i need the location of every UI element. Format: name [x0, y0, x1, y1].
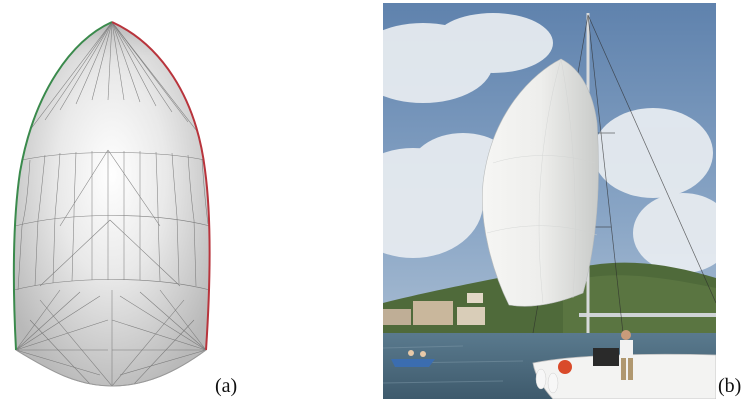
sail-mesh-icon — [12, 21, 211, 387]
sailboat-photo-icon — [383, 3, 716, 399]
fenders — [535, 368, 559, 394]
panel-a-label: (a) — [215, 375, 238, 397]
small-boat — [391, 359, 435, 367]
luff-edge — [12, 21, 113, 351]
shore-buildings — [383, 293, 485, 325]
lifebuoy — [558, 360, 572, 374]
leech-edge — [111, 21, 211, 351]
clouds — [383, 13, 716, 273]
panel-b-sailboat-photo — [383, 3, 716, 399]
sail-surface — [13, 21, 211, 387]
hatch — [593, 348, 619, 366]
rigging — [532, 14, 716, 334]
panel-b-label: (b) — [718, 375, 742, 397]
crew-member — [620, 330, 633, 380]
panel-a-sail-mesh — [0, 0, 250, 401]
